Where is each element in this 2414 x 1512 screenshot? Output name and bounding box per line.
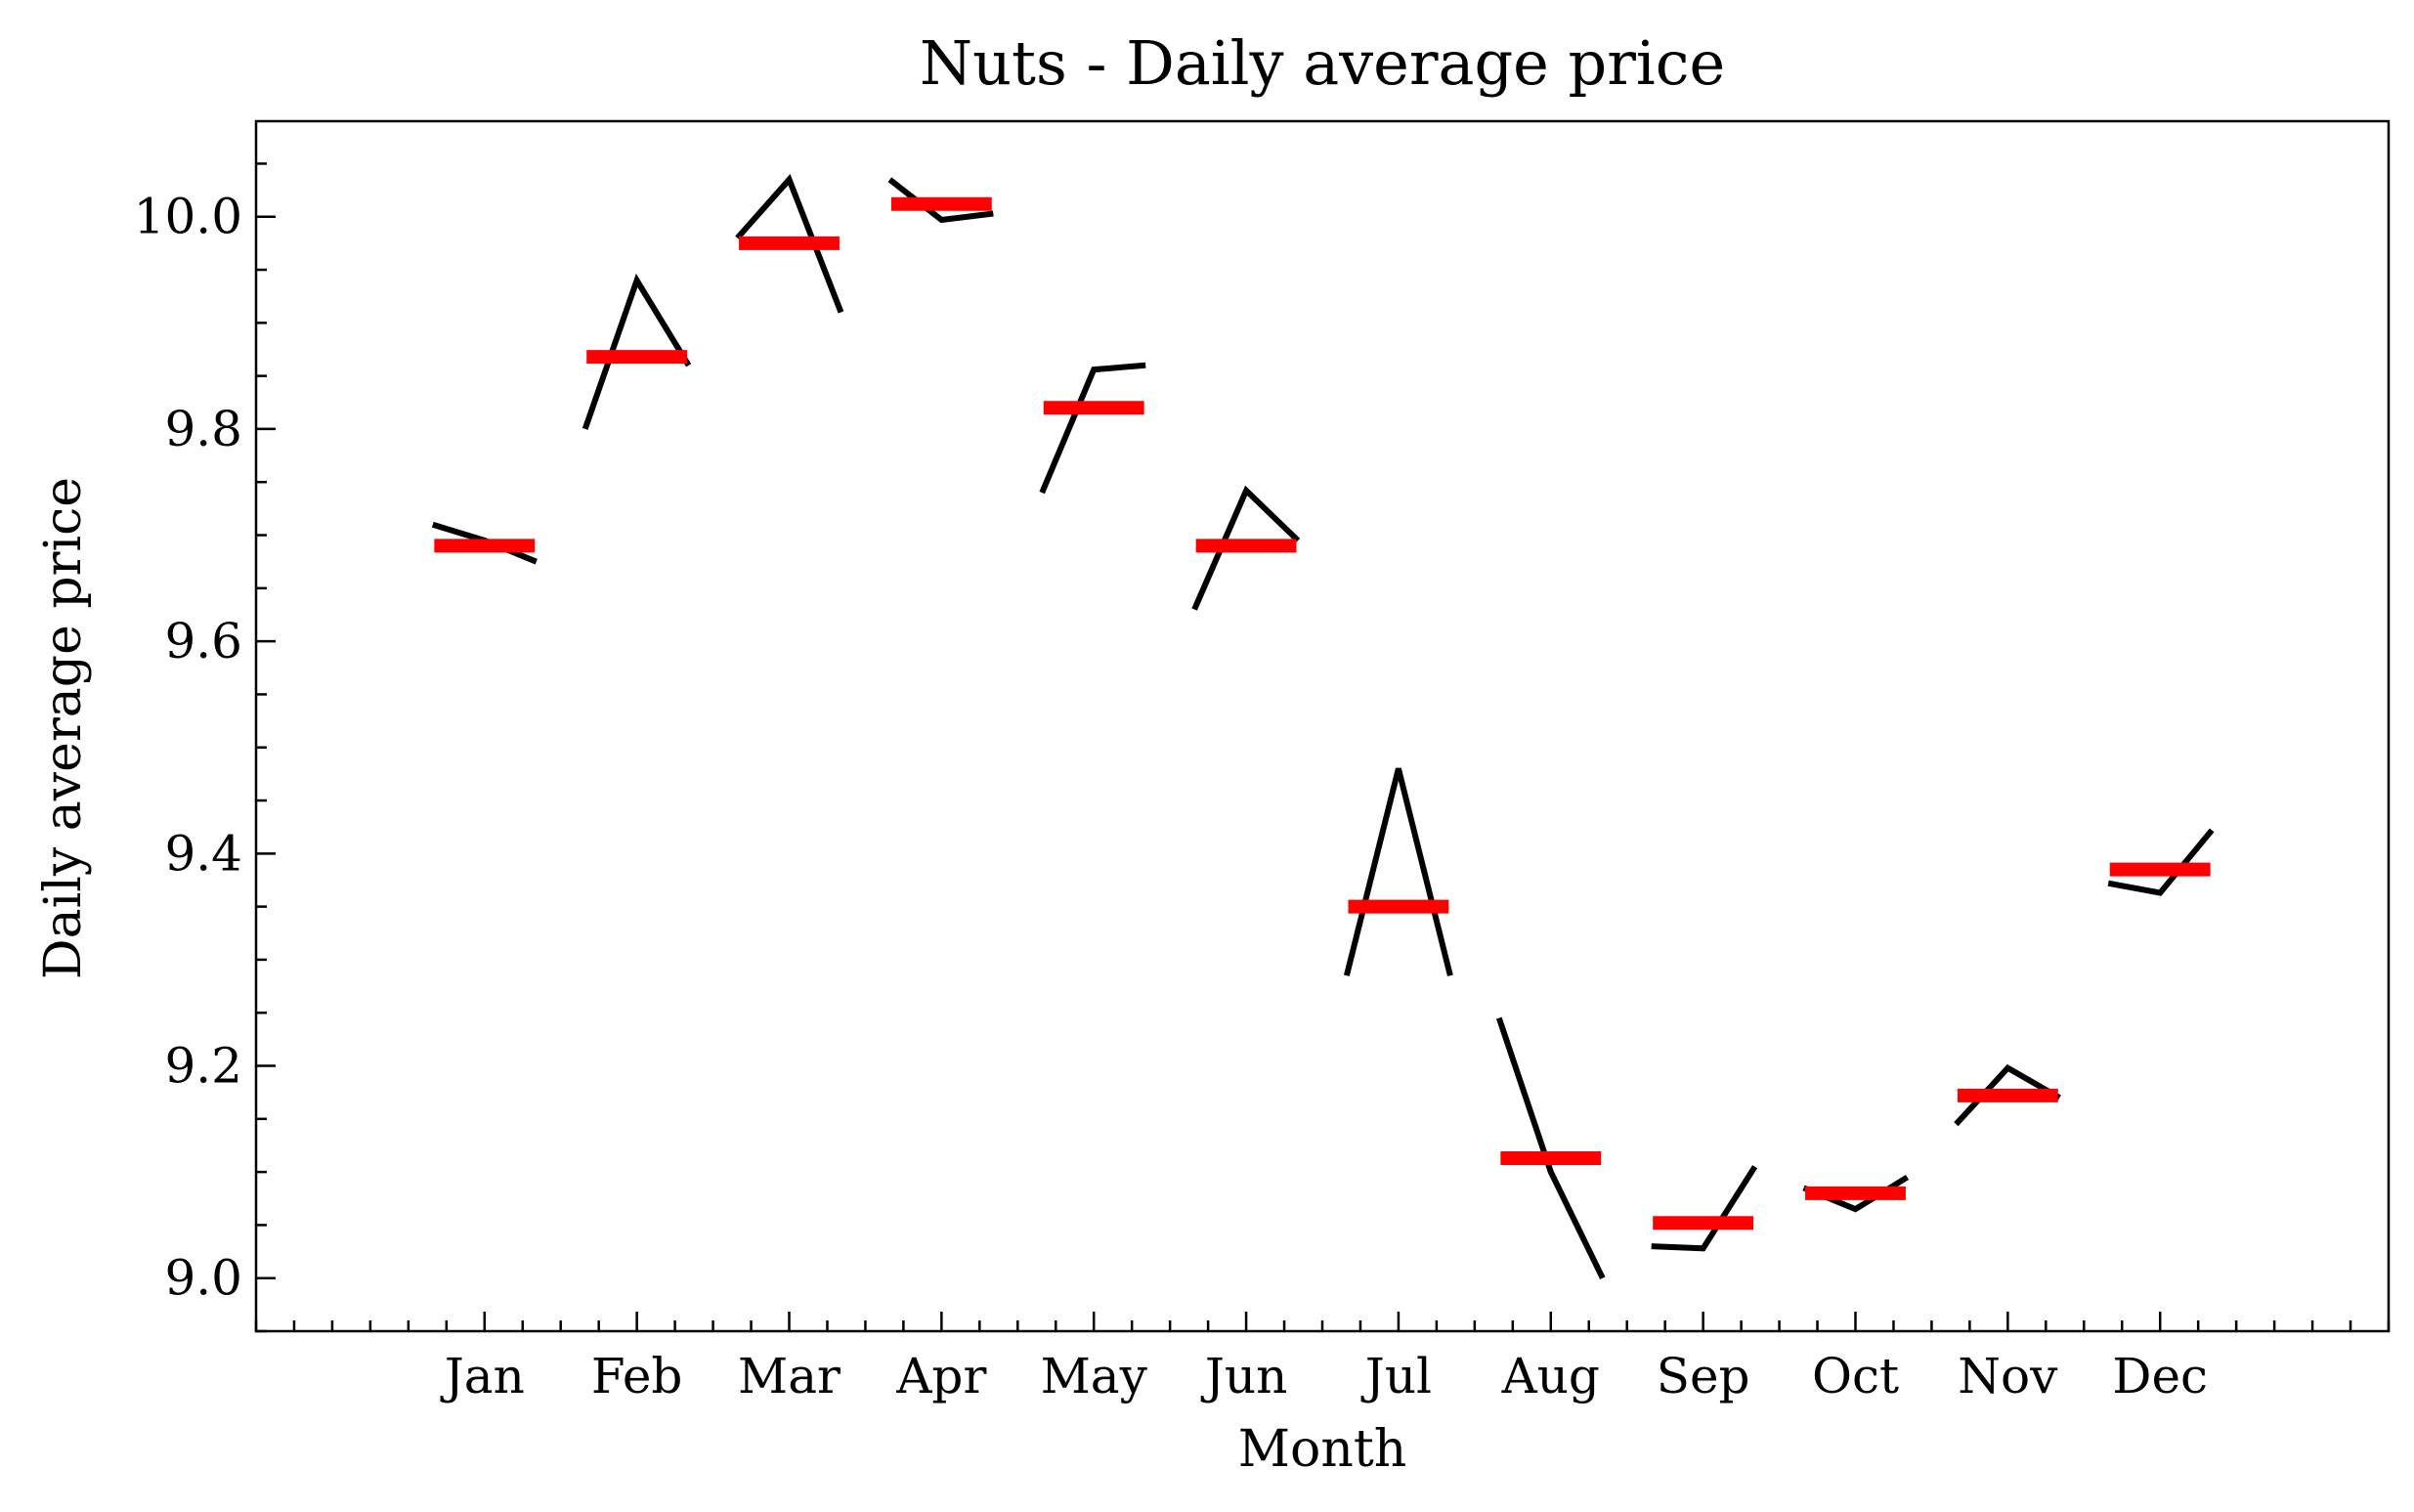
month-line-dec: [2107, 828, 2215, 896]
x-tick-label-feb: Feb: [591, 1348, 683, 1404]
tick-labels: 9.0 9.2 9.4 9.6 9.8 10.0 Jan Feb Mar Apr May Jun Jul…: [134, 189, 2208, 1404]
month-line-feb: [582, 273, 692, 430]
plot-frame: [254, 119, 2391, 1333]
y-axis-label: Daily average price: [34, 477, 93, 979]
x-tick-label-dec: Dec: [2112, 1348, 2208, 1404]
x-tick-label-oct: Oct: [1812, 1348, 1899, 1404]
x-axis-label: Month: [1238, 1420, 1406, 1479]
x-tick-label-mar: Mar: [738, 1348, 841, 1404]
x-tick-label-sep: Sep: [1657, 1348, 1750, 1404]
axis-ticks: [254, 162, 2391, 1333]
month-line-may: [1039, 362, 1146, 495]
month-line-mar: [735, 174, 844, 314]
data-series: [431, 174, 2215, 1280]
x-tick-label-jun: Jun: [1200, 1348, 1287, 1404]
x-tick-label-nov: Nov: [1958, 1348, 2058, 1404]
y-tick-label: 9.8: [164, 401, 242, 457]
y-tick-label: 9.2: [164, 1038, 242, 1095]
x-tick-label-aug: Aug: [1501, 1348, 1600, 1404]
month-line-jun: [1191, 485, 1301, 611]
month-line-nov: [1954, 1063, 2061, 1127]
y-tick-label: 9.6: [164, 613, 242, 670]
y-tick-label: 9.0: [164, 1250, 242, 1307]
x-tick-label-may: May: [1041, 1348, 1148, 1404]
x-tick-label-jan: Jan: [440, 1348, 525, 1404]
x-tick-label-apr: Apr: [895, 1348, 986, 1404]
month-line-apr: [887, 177, 994, 224]
x-tick-label-jul: Jul: [1360, 1348, 1432, 1404]
month-line-aug: [1495, 1016, 1606, 1280]
chart-title: Nuts - Daily average price: [920, 27, 1725, 99]
month-line-sep: [1651, 1165, 1758, 1252]
y-tick-label: 9.4: [164, 825, 242, 882]
y-tick-label: 10.0: [134, 189, 242, 245]
